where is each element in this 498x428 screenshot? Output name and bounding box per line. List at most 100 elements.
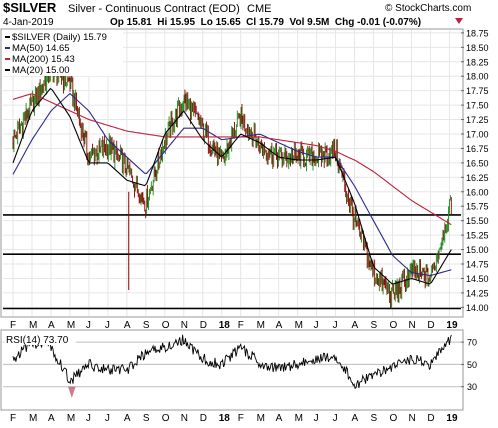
time-tick-label: 19 bbox=[446, 320, 458, 331]
rsi-time-tick-label: O bbox=[389, 413, 397, 424]
time-tick-label: N bbox=[181, 320, 188, 331]
time-tick-label: D bbox=[200, 320, 207, 331]
price-bars bbox=[12, 56, 452, 309]
rsi-line bbox=[12, 334, 452, 398]
time-tick-label: F bbox=[10, 320, 16, 331]
price-tick-label: 18.00 bbox=[466, 72, 489, 82]
rsi-time-tick-label: F bbox=[10, 413, 16, 424]
time-tick-label: J bbox=[333, 320, 338, 331]
rsi-time-tick-label: D bbox=[427, 413, 434, 424]
time-tick-label: S bbox=[371, 320, 378, 331]
time-tick-label: M bbox=[29, 320, 37, 331]
moving-average-lines bbox=[12, 87, 452, 285]
price-tick-label: 16.50 bbox=[466, 158, 489, 168]
price-tick-label: 15.00 bbox=[466, 245, 489, 255]
rsi-tick-label: 70 bbox=[467, 338, 477, 348]
rsi-axis: 30 50 70 bbox=[461, 338, 477, 392]
rsi-time-tick-label: A bbox=[352, 413, 359, 424]
rsi-time-tick-label: S bbox=[371, 413, 378, 424]
rsi-time-tick-label: M bbox=[67, 413, 75, 424]
chart-name: Silver - Continuous Contract (EOD) bbox=[68, 3, 240, 15]
price-panel-frame bbox=[0, 28, 464, 318]
change-down-arrow-icon bbox=[455, 18, 463, 24]
rsi-time-tick-label: A bbox=[48, 413, 55, 424]
legend-entry: MA(20) 15.00 bbox=[12, 65, 70, 76]
rsi-time-tick-label: J bbox=[105, 413, 110, 424]
time-tick-label: J bbox=[105, 320, 110, 331]
rsi-time-tick-label: J bbox=[86, 413, 91, 424]
ma50-line bbox=[12, 92, 452, 276]
price-tick-label: 14.50 bbox=[466, 274, 489, 284]
rsi-time-tick-label: M bbox=[29, 413, 37, 424]
time-tick-label: A bbox=[124, 320, 131, 331]
time-tick-label: F bbox=[238, 320, 244, 331]
rsi-time-tick-label: 19 bbox=[446, 413, 458, 424]
time-tick-label: S bbox=[143, 320, 150, 331]
price-axis: 14.00 14.25 14.50 14.75 15.00 15.25 15.50 15.75… bbox=[461, 28, 489, 313]
rsi-series-line bbox=[12, 334, 452, 389]
support-resistance-lines bbox=[3, 214, 461, 310]
time-tick-label: J bbox=[314, 320, 319, 331]
price-tick-label: 17.75 bbox=[466, 86, 489, 96]
ma20-line bbox=[12, 87, 452, 285]
chart-exchange: CME bbox=[247, 3, 271, 15]
time-tick-label: O bbox=[389, 320, 397, 331]
time-tick-label: J bbox=[86, 320, 91, 331]
price-tick-label: 14.75 bbox=[466, 260, 489, 270]
price-tick-label: 16.00 bbox=[466, 187, 489, 197]
time-tick-label: A bbox=[276, 320, 283, 331]
legend-bg bbox=[3, 30, 123, 76]
rsi-time-tick-label: N bbox=[408, 413, 415, 424]
rsi-oversold-fill bbox=[68, 386, 76, 398]
price-tick-label: 18.25 bbox=[466, 57, 489, 67]
time-tick-label: D bbox=[427, 320, 434, 331]
legend-entry: MA(200) 15.43 bbox=[12, 54, 75, 65]
price-panel: 14.00 14.25 14.50 14.75 15.00 15.25 15.50 15.75… bbox=[0, 28, 489, 318]
time-tick-label: O bbox=[162, 320, 170, 331]
price-tick-label: 16.25 bbox=[466, 173, 489, 183]
price-tick-label: 15.50 bbox=[466, 216, 489, 226]
rsi-time-tick-label: M bbox=[257, 413, 265, 424]
rsi-time-tick-label: J bbox=[314, 413, 319, 424]
rsi-time-tick-label: O bbox=[162, 413, 170, 424]
rsi-time-tick-label: A bbox=[276, 413, 283, 424]
price-tick-label: 14.00 bbox=[466, 303, 489, 313]
rsi-label: RSI(14) 73.70 bbox=[6, 335, 69, 346]
time-tick-label: M bbox=[295, 320, 303, 331]
legend-entry: $SILVER (Daily) 15.79 bbox=[12, 32, 107, 43]
rsi-tick-label: 30 bbox=[467, 382, 477, 392]
legend-entry: MA(50) 14.65 bbox=[12, 43, 70, 54]
copyright-notice: © StockCharts.com bbox=[385, 3, 471, 14]
price-tick-label: 17.00 bbox=[466, 130, 489, 140]
rsi-time-tick-label: S bbox=[143, 413, 150, 424]
rsi-time-tick-label: M bbox=[295, 413, 303, 424]
rsi-panel: 30 50 70 RSI(14) 73.70 bbox=[0, 329, 477, 411]
price-tick-label: 15.75 bbox=[466, 202, 489, 212]
rsi-label-bg bbox=[4, 333, 76, 345]
price-tick-label: 16.75 bbox=[466, 144, 489, 154]
rsi-time-tick-label: D bbox=[200, 413, 207, 424]
time-tick-label: A bbox=[352, 320, 359, 331]
price-tick-label: 18.50 bbox=[466, 43, 489, 53]
chart-symbol: $SILVER bbox=[3, 0, 57, 15]
rsi-time-tick-label: 18 bbox=[219, 413, 231, 424]
time-tick-label: M bbox=[67, 320, 75, 331]
price-time-axis: F M A M J J A S O N D 18 F M A M J J A S O N D 19 bbox=[10, 320, 458, 331]
time-tick-label: M bbox=[257, 320, 265, 331]
ma200-line bbox=[12, 93, 452, 226]
time-tick-label: N bbox=[408, 320, 415, 331]
rsi-tick-label: 50 bbox=[467, 360, 477, 370]
rsi-time-tick-label: F bbox=[238, 413, 244, 424]
rsi-panel-frame bbox=[0, 329, 464, 411]
rsi-time-tick-label: N bbox=[181, 413, 188, 424]
rsi-time-tick-label: J bbox=[333, 413, 338, 424]
time-tick-label: A bbox=[48, 320, 55, 331]
price-tick-label: 17.50 bbox=[466, 101, 489, 111]
quote-values: Op 15.81 Hi 15.95 Lo 15.65 Cl 15.79 Vol … bbox=[110, 17, 421, 28]
rsi-grid bbox=[3, 341, 461, 388]
price-tick-label: 14.25 bbox=[466, 288, 489, 298]
rsi-time-axis: F M A M J J A S O N D 18 F M A M J J A S O N D 19 bbox=[10, 413, 458, 424]
rsi-time-tick-label: A bbox=[124, 413, 131, 424]
price-tick-label: 18.75 bbox=[466, 28, 489, 38]
